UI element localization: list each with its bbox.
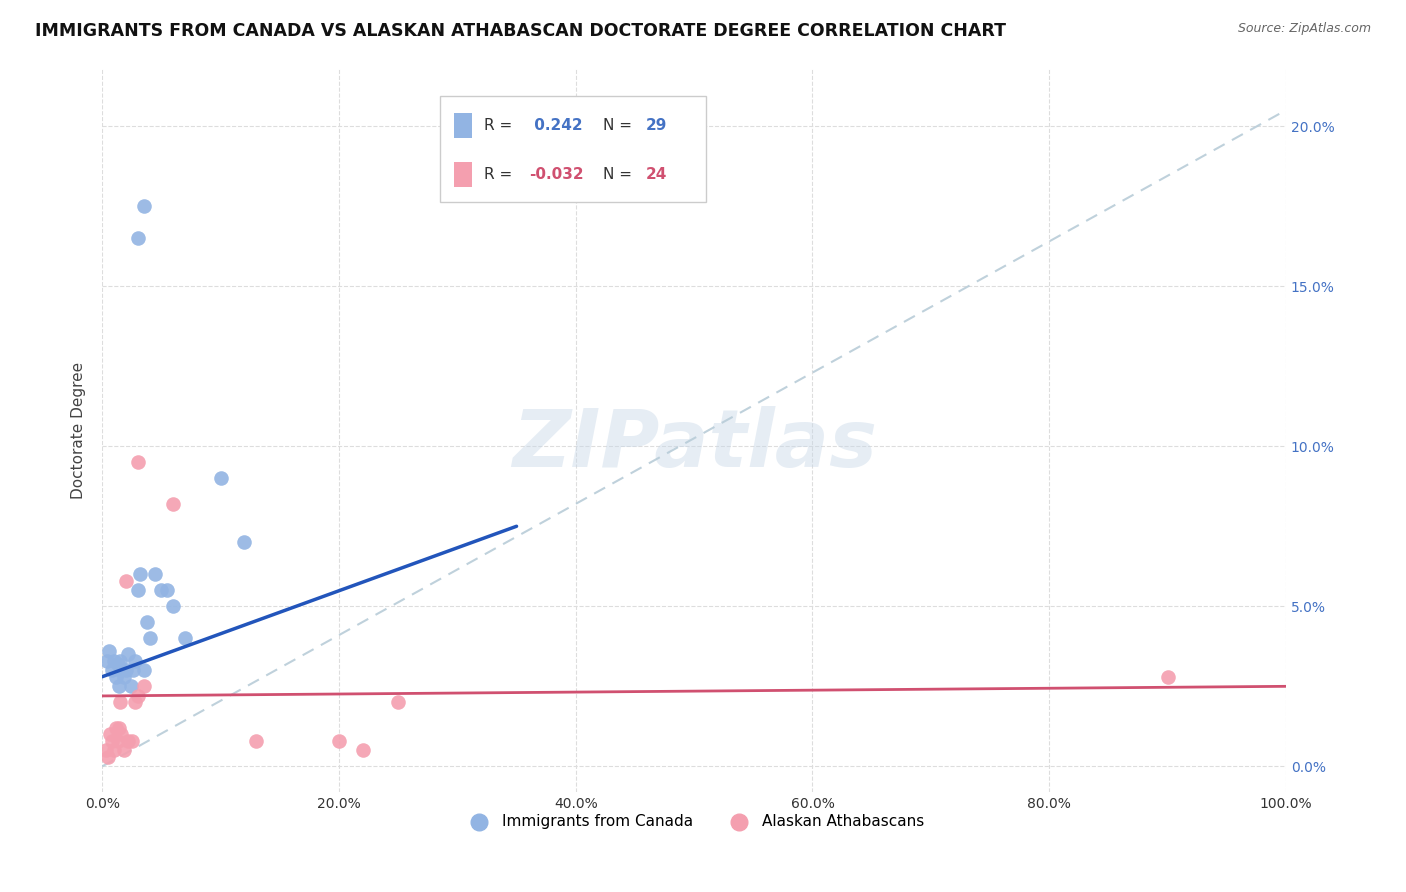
Point	[124, 695, 146, 709]
Text: R =: R =	[484, 168, 512, 182]
Point	[121, 733, 143, 747]
Point	[112, 743, 135, 757]
Point	[107, 679, 129, 693]
Point	[127, 455, 149, 469]
Text: Source: ZipAtlas.com: Source: ZipAtlas.com	[1237, 22, 1371, 36]
Text: IMMIGRANTS FROM CANADA VS ALASKAN ATHABASCAN DOCTORATE DEGREE CORRELATION CHART: IMMIGRANTS FROM CANADA VS ALASKAN ATHABA…	[35, 22, 1007, 40]
Legend: Immigrants from Canada, Alaskan Athabascans: Immigrants from Canada, Alaskan Athabasc…	[458, 808, 931, 835]
Point	[328, 733, 350, 747]
Point	[120, 679, 142, 693]
Point	[122, 663, 145, 677]
Text: R =: R =	[484, 119, 512, 133]
Point	[132, 199, 155, 213]
Point	[136, 615, 159, 630]
Point	[108, 654, 131, 668]
Y-axis label: Doctorate Degree: Doctorate Degree	[72, 361, 86, 499]
Point	[110, 727, 132, 741]
Point	[100, 733, 122, 747]
Point	[115, 574, 138, 588]
Point	[112, 670, 135, 684]
Point	[174, 632, 197, 646]
Point	[132, 663, 155, 677]
Point	[107, 721, 129, 735]
Point	[110, 663, 132, 677]
Point	[352, 743, 374, 757]
Point	[103, 654, 125, 668]
Point	[105, 721, 128, 735]
Point	[127, 689, 149, 703]
Point	[127, 583, 149, 598]
Point	[100, 663, 122, 677]
Point	[129, 567, 152, 582]
Point	[132, 679, 155, 693]
Point	[162, 497, 184, 511]
Text: -0.032: -0.032	[529, 168, 583, 182]
Point	[103, 743, 125, 757]
Point	[150, 583, 173, 598]
Point	[138, 632, 160, 646]
Point	[107, 733, 129, 747]
Point	[96, 654, 118, 668]
Text: N =: N =	[603, 119, 633, 133]
Point	[108, 695, 131, 709]
Point	[94, 743, 117, 757]
Point	[124, 654, 146, 668]
Text: N =: N =	[603, 168, 633, 182]
Point	[1156, 670, 1178, 684]
Point	[127, 231, 149, 245]
Point	[98, 644, 121, 658]
Point	[100, 727, 122, 741]
Point	[117, 648, 139, 662]
Point	[162, 599, 184, 614]
Point	[156, 583, 179, 598]
Text: 0.242: 0.242	[529, 119, 582, 133]
Text: 29: 29	[645, 119, 666, 133]
Point	[145, 567, 167, 582]
Point	[387, 695, 409, 709]
Point	[105, 670, 128, 684]
Point	[97, 749, 120, 764]
Text: 24: 24	[645, 168, 666, 182]
Point	[117, 733, 139, 747]
Point	[245, 733, 267, 747]
Point	[209, 471, 232, 485]
Point	[233, 535, 256, 549]
Text: ZIPatlas: ZIPatlas	[512, 406, 876, 483]
Point	[115, 663, 138, 677]
Point	[107, 657, 129, 671]
